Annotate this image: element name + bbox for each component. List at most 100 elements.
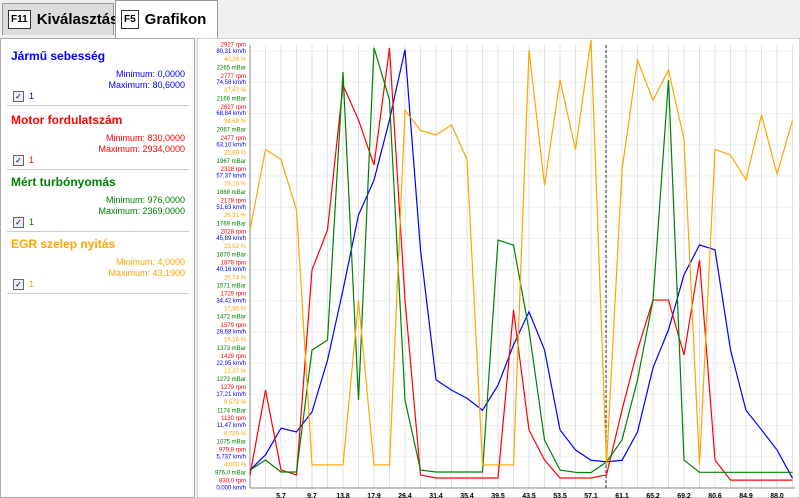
x-tick-label: 35,4 (460, 493, 474, 498)
y-tick-label: 1579 rpm (221, 323, 246, 329)
checkbox-label: 1 (29, 217, 35, 227)
series-maximum: Maximum: 2369,0000 (98, 206, 185, 216)
x-tick-label: 84,9 (739, 493, 753, 498)
tab-active[interactable]: F5 Grafikon (115, 0, 218, 38)
x-tick-label: 5,7 (276, 493, 286, 498)
checkbox[interactable]: ✓ (13, 91, 24, 102)
y-tick-label: 1571 mBar (217, 284, 246, 290)
y-tick-label: 1670 mBar (217, 252, 246, 258)
y-tick-label: 979,8 rpm (219, 447, 246, 453)
series-minimum: Minimum: 0,0000 (115, 69, 185, 79)
x-tick-label: 69,2 (677, 493, 691, 498)
checkbox[interactable]: ✓ (13, 279, 24, 290)
y-tick-label: 12,37 % (224, 369, 247, 375)
y-tick-label: 40,26 % (224, 57, 247, 63)
y-tick-label: 17,21 km/h (216, 392, 246, 398)
tab-key: F5 (121, 10, 139, 29)
y-tick-label: 1878 rpm (221, 261, 246, 267)
y-tick-label: 1273 mBar (217, 377, 246, 383)
x-tick-label: 61,1 (615, 493, 629, 498)
y-tick-label: 2328 rpm (221, 167, 246, 173)
y-tick-label: 2777 rpm (221, 74, 246, 80)
tab[interactable]: F11 Kiválasztás (2, 3, 118, 35)
y-tick-label: 1729 rpm (221, 292, 246, 298)
y-tick-label: 29,10 % (224, 182, 247, 188)
series-name: Motor fordulatszám (11, 113, 123, 127)
y-tick-label: 28,68 km/h (216, 330, 246, 336)
y-tick-label: 2927 rpm (221, 43, 246, 49)
series-card: EGR szelep nyitás Minimum: 4,0000 Maximum:… (7, 231, 189, 294)
y-tick-label: 31,89 % (224, 151, 247, 157)
y-tick-label: 80,31 km/h (216, 49, 246, 55)
checkbox-label: 1 (29, 155, 35, 165)
series-card: Jármű sebesség Minimum: 0,0000 Maximum: 80… (7, 43, 189, 106)
y-tick-label: 74,58 km/h (216, 80, 246, 86)
series-line (249, 39, 794, 466)
tab-key: F11 (8, 10, 31, 29)
x-tick-label: 57,1 (584, 493, 598, 498)
x-tick-label: 43,5 (522, 493, 536, 498)
series-maximum: Maximum: 2934,0000 (98, 144, 185, 154)
y-tick-label: 40,16 km/h (216, 267, 246, 273)
y-tick-label: 63,10 km/h (216, 142, 246, 148)
x-tick-label: 26,4 (398, 493, 412, 498)
tab-label: Kiválasztás (36, 11, 119, 28)
y-tick-label: 11,47 km/h (217, 423, 246, 429)
y-tick-label: 2178 rpm (221, 198, 246, 204)
series-name: Mért turbónyomás (11, 175, 116, 189)
y-tick-label: 34,42 km/h (216, 298, 246, 304)
x-tick-label: 53,5 (553, 493, 567, 498)
checkbox-label: 1 (29, 91, 35, 101)
y-tick-label: 1130 rpm (221, 416, 246, 422)
y-tick-label: 2265 mBar (217, 66, 246, 72)
y-tick-label: 1429 rpm (221, 354, 246, 360)
x-tick-label: 39,5 (491, 493, 505, 498)
y-tick-label: 1472 mBar (217, 315, 246, 321)
x-tick-label: 13,8 (336, 493, 350, 498)
y-tick-label: 1868 mBar (217, 190, 246, 196)
y-tick-label: 2067 mBar (217, 128, 246, 134)
series-line (249, 49, 794, 479)
y-tick-label: 6,789 % (224, 431, 247, 437)
checkbox[interactable]: ✓ (13, 155, 24, 166)
y-tick-label: 17,95 % (224, 306, 247, 312)
series-maximum: Maximum: 80,6000 (108, 80, 185, 90)
y-tick-label: 1075 mBar (217, 439, 246, 445)
series-name: Jármű sebesség (11, 49, 106, 63)
y-tick-label: 976,0 mBar (215, 470, 246, 476)
y-tick-label: 4,000 % (224, 463, 247, 469)
y-tick-label: 37,47 % (224, 88, 247, 94)
y-tick-label: 5,737 km/h (216, 454, 246, 460)
y-tick-label: 22,95 km/h (216, 361, 246, 367)
y-tick-label: 34,69 % (224, 119, 247, 125)
y-tick-label: 2028 rpm (221, 229, 246, 235)
series-panel: Jármű sebesség Minimum: 0,0000 Maximum: 80… (0, 38, 195, 498)
y-tick-label: 2627 rpm (221, 105, 246, 111)
x-tick-label: 9,7 (307, 493, 317, 498)
tab-label: Grafikon (144, 11, 207, 28)
y-tick-label: 1174 mBar (217, 408, 246, 414)
series-line (249, 47, 793, 474)
series-maximum: Maximum: 43,1900 (108, 268, 185, 278)
y-tick-label: 1279 rpm (221, 385, 246, 391)
chart: 5,7 9,7 13,8 17,9 26,4 31,4 35,4 39,5 43,5 53,5 57… (197, 38, 800, 498)
x-tick-label: 31,4 (429, 493, 443, 498)
y-tick-label: 9,579 % (224, 400, 247, 406)
series-name: EGR szelep nyitás (11, 237, 116, 251)
y-tick-label: 830,0 rpm (219, 479, 246, 485)
y-tick-label: 26,31 % (224, 213, 247, 219)
series-minimum: Minimum: 4,0000 (115, 257, 185, 267)
y-tick-label: 0,000 km/h (216, 486, 246, 492)
y-tick-label: 2477 rpm (221, 136, 246, 142)
x-tick-label: 88,0 (770, 493, 784, 498)
x-tick-label: 65,2 (646, 493, 660, 498)
checkbox[interactable]: ✓ (13, 217, 24, 228)
y-tick-label: 68,84 km/h (216, 111, 246, 117)
y-tick-label: 1967 mBar (217, 159, 246, 165)
x-tick-label: 80,6 (708, 493, 722, 498)
x-tick-label: 17,9 (367, 493, 381, 498)
checkbox-label: 1 (29, 279, 35, 289)
y-tick-label: 15,16 % (224, 338, 247, 344)
y-tick-label: 20,74 % (224, 275, 247, 281)
